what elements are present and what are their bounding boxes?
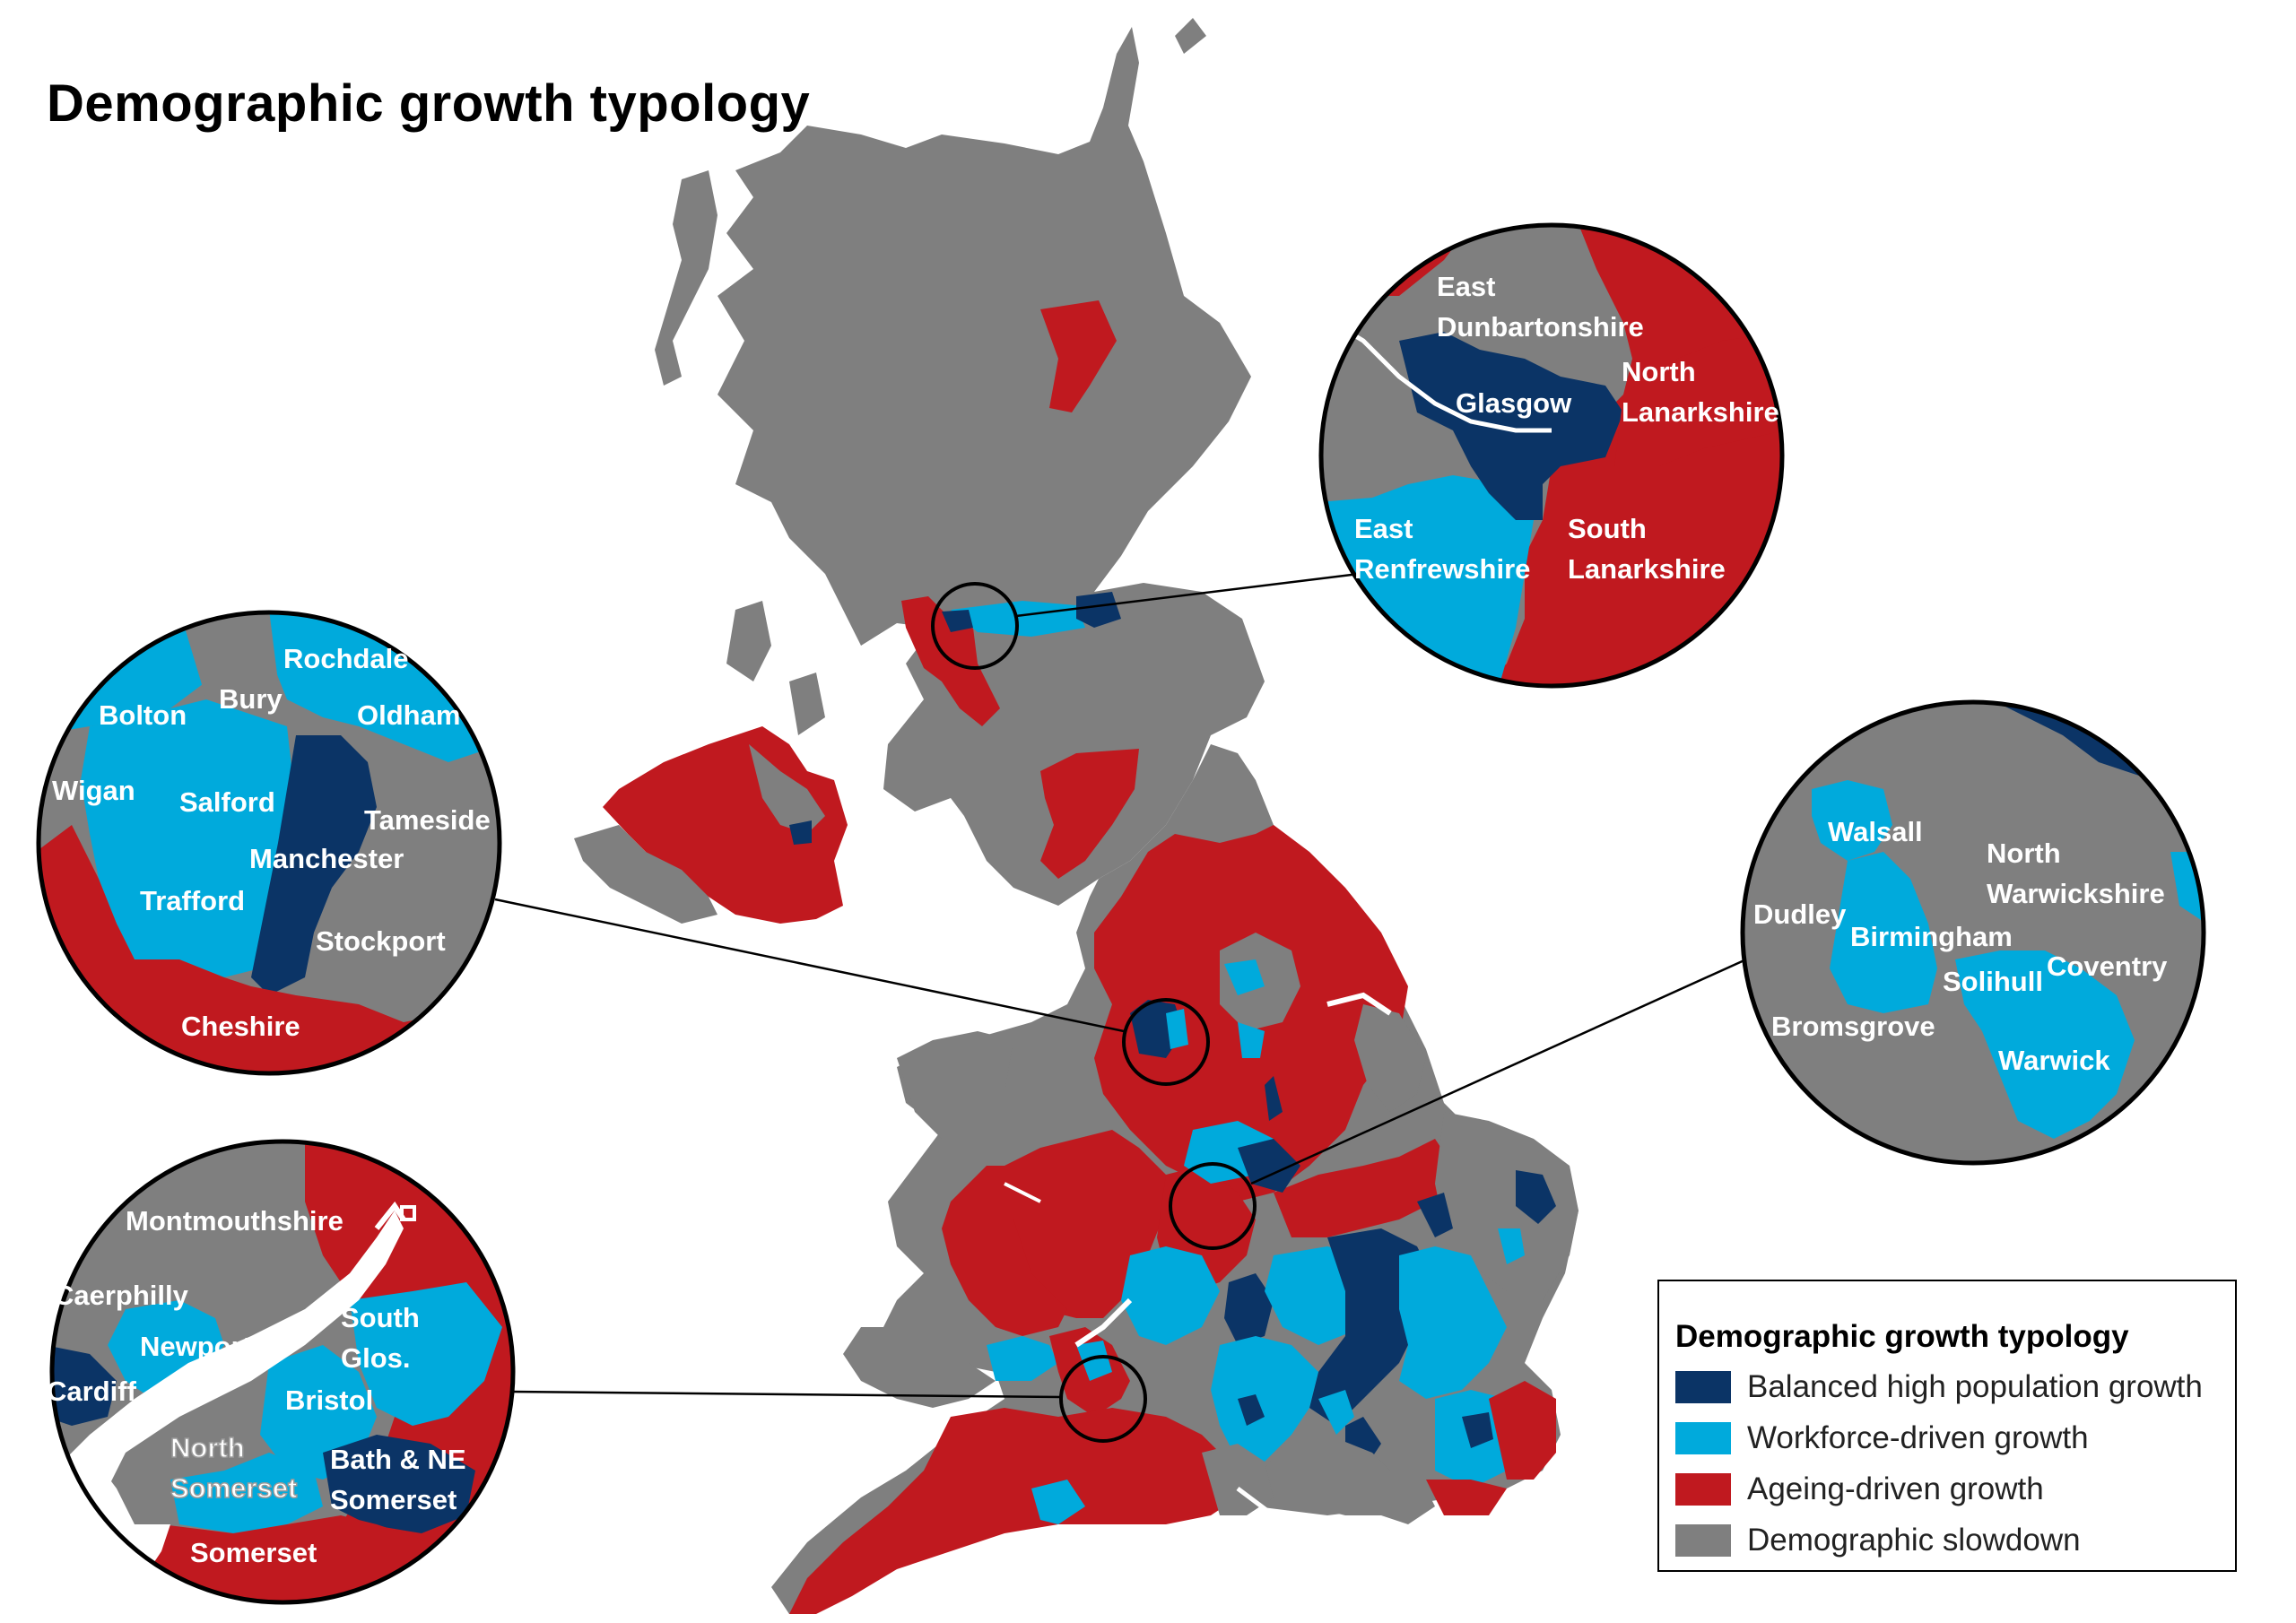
label-bath-1: Bath & NE (330, 1444, 466, 1475)
legend-label-balanced: Balanced high population growth (1747, 1369, 2203, 1404)
inset-manchester: Rochdale Bury Bolton Oldham Wigan Salfor… (36, 610, 502, 1076)
label-oldham: Oldham (357, 699, 460, 731)
label-tameside: Tameside (364, 804, 491, 836)
label-bury: Bury (219, 683, 283, 715)
label-birmingham: Birmingham (1850, 921, 2013, 952)
label-south-glos-2: Glos. (341, 1342, 411, 1374)
label-manchester: Manchester (249, 843, 404, 874)
label-east-dunbartonshire-1: East (1437, 271, 1495, 302)
label-bath-2: Somerset (330, 1484, 457, 1515)
label-glasgow: Glasgow (1456, 387, 1572, 419)
legend-swatch-workforce (1675, 1422, 1731, 1454)
label-cardiff: Cardiff (47, 1376, 137, 1407)
map-title: Demographic growth typology (47, 74, 811, 133)
label-trafford: Trafford (140, 885, 245, 916)
legend-item-ageing: Ageing-driven growth (1675, 1471, 2044, 1507)
legend-item-balanced: Balanced high population growth (1675, 1369, 2203, 1405)
label-bristol: Bristol (285, 1384, 373, 1416)
legend-item-slowdown: Demographic slowdown (1675, 1523, 2081, 1558)
label-stockport: Stockport (316, 925, 446, 957)
label-dudley: Dudley (1753, 898, 1847, 930)
label-north-warwickshire-2: Warwickshire (1987, 878, 2165, 909)
label-east-renfrewshire-2: Renfrewshire (1354, 553, 1530, 585)
legend-swatch-slowdown (1675, 1524, 1731, 1557)
label-east-renfrewshire-1: East (1354, 513, 1413, 544)
legend-swatch-balanced (1675, 1371, 1731, 1403)
label-montmouthshire: Montmouthshire (126, 1205, 344, 1237)
inset-bristol: Montmouthshire Caerphilly Newport South … (47, 1139, 516, 1605)
label-north-somerset-2: Somerset (170, 1472, 297, 1504)
legend-label-ageing: Ageing-driven growth (1747, 1471, 2044, 1506)
england-wales-region (771, 744, 1578, 1614)
locator-circles (931, 582, 1257, 1443)
inset-glasgow: East Dunbartonshire Glasgow North Lanark… (1318, 222, 1785, 689)
label-solihull: Solihull (1943, 966, 2043, 997)
label-coventry: Coventry (2047, 950, 2168, 982)
inset-birmingham: Walsall North Warwickshire Dudley Birmin… (1740, 699, 2206, 1166)
legend-box: Demographic growth typology Balanced hig… (1657, 1280, 2237, 1572)
connector-lines (494, 572, 1757, 1399)
label-bromsgrove: Bromsgrove (1771, 1011, 1935, 1042)
label-east-dunbartonshire-2: Dunbartonshire (1437, 311, 1644, 343)
label-rochdale: Rochdale (283, 643, 409, 674)
label-south-lanarkshire-1: South (1568, 513, 1647, 544)
label-walsall: Walsall (1828, 816, 1923, 847)
legend-item-workforce: Workforce-driven growth (1675, 1420, 2089, 1456)
legend-title: Demographic growth typology (1675, 1319, 2129, 1354)
legend-label-slowdown: Demographic slowdown (1747, 1523, 2081, 1558)
label-south-glos-1: South (341, 1302, 420, 1333)
legend-swatch-ageing (1675, 1473, 1731, 1506)
label-north-warwickshire-1: North (1987, 838, 2061, 869)
label-caerphilly: Caerphilly (54, 1280, 189, 1311)
label-cheshire: Cheshire (181, 1011, 300, 1042)
label-newport: Newport (140, 1331, 251, 1362)
label-north-lanarkshire-1: North (1622, 356, 1696, 387)
label-somerset: Somerset (190, 1537, 317, 1568)
label-south-lanarkshire-2: Lanarkshire (1568, 553, 1726, 585)
label-north-somerset-1: North (170, 1432, 245, 1463)
rivers-estuaries (1004, 992, 1392, 1517)
label-north-lanarkshire-2: Lanarkshire (1622, 396, 1779, 428)
legend-label-workforce: Workforce-driven growth (1747, 1420, 2089, 1455)
label-warwick: Warwick (1998, 1045, 2110, 1076)
label-wigan: Wigan (52, 775, 135, 806)
label-bolton: Bolton (99, 699, 187, 731)
northern-ireland-region (574, 726, 848, 924)
label-salford: Salford (179, 786, 275, 818)
